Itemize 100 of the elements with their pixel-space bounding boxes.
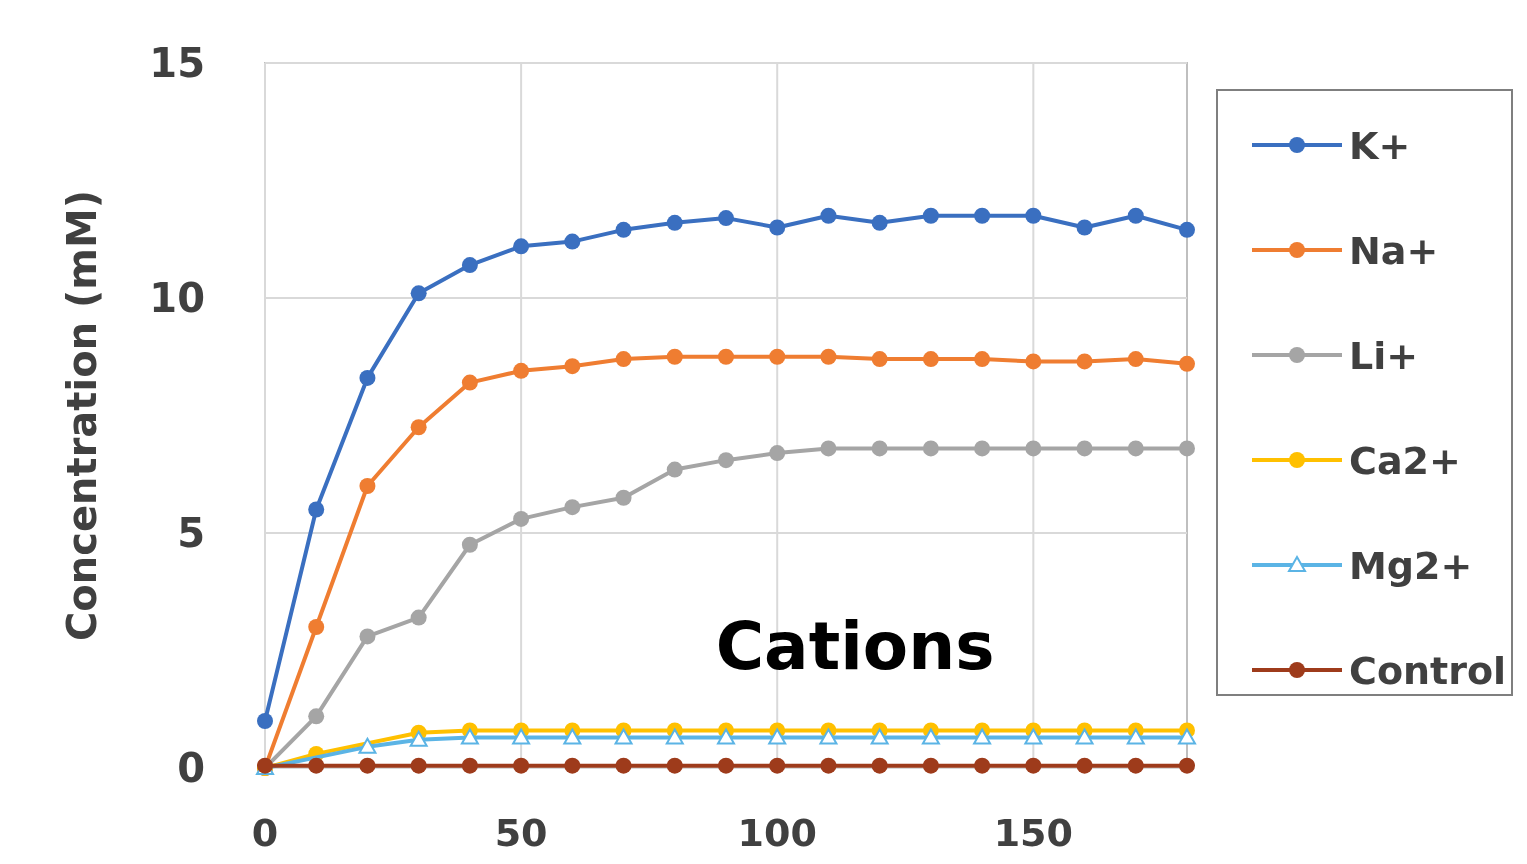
- point: [409, 730, 428, 747]
- x-tick-label: 0: [251, 811, 279, 855]
- point: [1025, 440, 1042, 457]
- x-tick-label: 150: [993, 811, 1073, 855]
- annotation: Cations: [715, 608, 995, 686]
- point: [1075, 728, 1094, 745]
- point: [922, 757, 939, 774]
- point: [718, 210, 734, 227]
- point: [1179, 440, 1195, 457]
- point: [308, 708, 325, 725]
- point: [1127, 207, 1144, 224]
- point: [1076, 440, 1093, 457]
- point: [410, 285, 427, 302]
- point: [871, 440, 888, 457]
- point: [1179, 221, 1195, 238]
- point: [461, 536, 478, 553]
- x-tick-label: 100: [737, 811, 817, 855]
- point: [666, 757, 683, 774]
- point: [410, 419, 427, 436]
- point: [308, 501, 325, 518]
- point: [974, 207, 991, 224]
- point: [820, 348, 837, 365]
- x-tick-label: 50: [494, 811, 548, 855]
- point: [717, 728, 735, 745]
- point: [1127, 757, 1144, 774]
- point: [973, 728, 992, 745]
- point: [769, 757, 786, 774]
- point: [922, 351, 939, 368]
- point: [820, 440, 837, 457]
- point: [974, 440, 991, 457]
- point: [257, 713, 273, 729]
- point: [820, 207, 837, 224]
- point: [513, 757, 530, 774]
- point: [1179, 355, 1195, 372]
- point: [614, 728, 633, 745]
- point: [359, 478, 376, 494]
- point: [922, 440, 939, 457]
- y-tick-label: 0: [177, 745, 205, 791]
- point: [308, 619, 325, 635]
- point: [769, 445, 786, 462]
- point: [1127, 440, 1144, 457]
- point: [461, 374, 478, 391]
- point: [359, 628, 376, 645]
- point: [1179, 757, 1195, 774]
- point: [513, 362, 530, 379]
- point: [359, 757, 376, 774]
- point: [564, 233, 581, 250]
- point: [974, 351, 991, 368]
- point: [513, 238, 530, 255]
- point: [871, 757, 888, 774]
- point: [564, 499, 581, 516]
- point: [769, 219, 786, 236]
- point: [410, 609, 427, 626]
- point: [1024, 728, 1043, 745]
- point: [563, 728, 582, 745]
- point: [921, 728, 940, 745]
- point: [768, 728, 787, 745]
- point: [1025, 207, 1042, 224]
- legend-label: Mg2+: [1349, 544, 1473, 588]
- point: [718, 452, 734, 469]
- legend-label: Li+: [1349, 334, 1419, 378]
- y-axis-title: Concentration (mM): [59, 189, 105, 642]
- point: [1076, 757, 1093, 774]
- y-tick-label: 10: [149, 275, 205, 321]
- point: [1076, 353, 1093, 370]
- point: [870, 728, 889, 745]
- point: [358, 737, 377, 754]
- point: [615, 221, 632, 238]
- legend-label: Ca2+: [1349, 439, 1461, 483]
- point: [1126, 728, 1145, 745]
- point: [1178, 728, 1196, 745]
- point: [564, 358, 581, 375]
- legend-label: Control: [1349, 649, 1507, 693]
- point: [460, 728, 479, 745]
- point: [666, 348, 683, 365]
- point: [564, 757, 581, 774]
- point: [615, 351, 632, 368]
- point: [615, 489, 632, 506]
- point: [665, 728, 684, 745]
- point: [1025, 353, 1042, 370]
- y-tick-label: 15: [149, 40, 205, 86]
- point: [666, 461, 683, 478]
- point: [512, 728, 531, 745]
- point: [769, 348, 786, 365]
- point: [819, 728, 838, 745]
- point: [718, 348, 734, 365]
- legend-label: Na+: [1349, 229, 1439, 273]
- point: [461, 757, 478, 774]
- point: [820, 757, 837, 774]
- point: [461, 257, 478, 274]
- y-tick-label: 5: [177, 510, 205, 556]
- legend-label: K+: [1349, 124, 1411, 168]
- point: [666, 214, 683, 231]
- point: [513, 510, 530, 527]
- point: [974, 757, 991, 774]
- point: [871, 351, 888, 368]
- point: [1076, 219, 1093, 236]
- point: [871, 214, 888, 231]
- point: [359, 369, 376, 386]
- point: [410, 757, 427, 774]
